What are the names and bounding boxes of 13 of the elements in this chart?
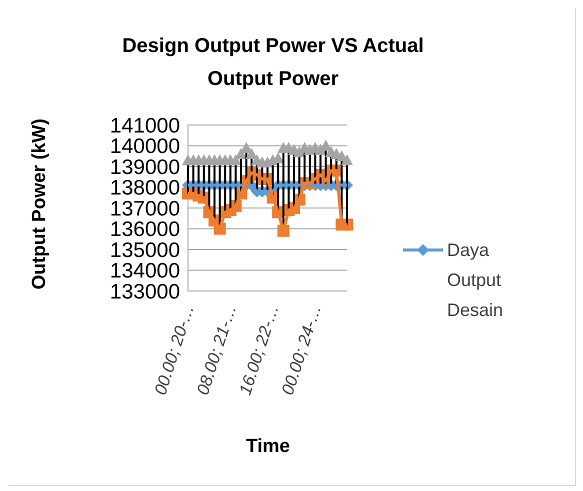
chart-title: Design Output Power VS Actual Output Power [121, 34, 425, 92]
y-tick-label: 136000 [110, 218, 180, 242]
y-tick-label: 137000 [110, 197, 180, 220]
y-tick-label: 138000 [110, 176, 180, 200]
y-tick-label: 139000 [110, 156, 180, 179]
y-tick-label: 134000 [110, 260, 180, 283]
y-tick-label: 141000 [110, 114, 180, 138]
x-axis-title: Time [244, 436, 291, 458]
y-tick-label: 133000 [110, 280, 180, 304]
y-tick-label: 135000 [110, 238, 180, 262]
y-tick-label: 140000 [110, 135, 180, 158]
legend-label: Daya Output Desain [447, 239, 504, 322]
y-axis-title: Output Power (kW) [29, 118, 51, 290]
